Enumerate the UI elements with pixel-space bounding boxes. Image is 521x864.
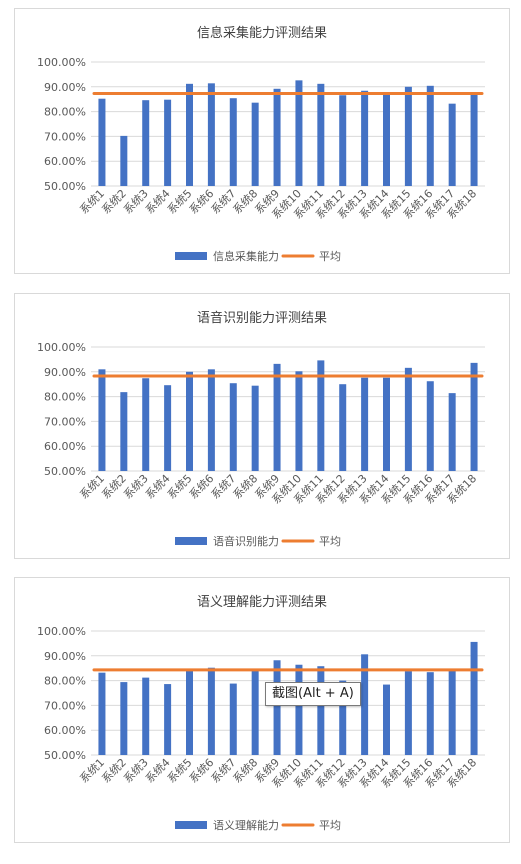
y-tick-label: 70.00% bbox=[44, 415, 86, 428]
bar bbox=[207, 369, 215, 471]
bar bbox=[120, 392, 128, 471]
y-tick-label: 90.00% bbox=[44, 81, 86, 94]
bar bbox=[448, 669, 456, 755]
bar bbox=[448, 393, 456, 471]
bar bbox=[317, 360, 325, 471]
bar bbox=[186, 83, 193, 186]
chart-panel-2: 语音识别能力评测结果 50.00% 60.00% 70.00% 80.00% 90.00%… bbox=[14, 293, 510, 559]
chart-title: 语义理解能力评测结果 bbox=[197, 595, 327, 610]
bar bbox=[120, 682, 128, 755]
bar bbox=[229, 383, 237, 471]
bar bbox=[383, 377, 390, 471]
chart-panel-1: 信息采集能力评测结果 50.00% 60.00% 70.00% 80.00% 90.00%… bbox=[14, 8, 510, 274]
bar bbox=[164, 385, 172, 471]
bar bbox=[186, 669, 193, 755]
bar bbox=[142, 100, 150, 186]
bar bbox=[98, 98, 106, 186]
y-tick-label: 60.00% bbox=[44, 155, 86, 168]
bar bbox=[339, 95, 347, 186]
bar bbox=[295, 80, 303, 186]
y-tick-label: 100.00% bbox=[37, 56, 86, 69]
screenshot-tooltip: 截图(Alt + A) bbox=[265, 682, 361, 706]
y-tick-label: 100.00% bbox=[37, 341, 86, 354]
chart-panel-3: 语义理解能力评测结果 50.00% 60.00% 70.00% 80.00% 90.00%… bbox=[14, 577, 510, 843]
bar bbox=[229, 683, 237, 755]
bar bbox=[404, 367, 412, 471]
bar bbox=[120, 135, 128, 186]
bar bbox=[164, 684, 172, 755]
y-tick-label: 50.00% bbox=[44, 180, 86, 193]
legend-label-average: 平均 bbox=[319, 819, 341, 832]
legend-label-bars: 语义理解能力 bbox=[213, 818, 279, 832]
y-tick-label: 100.00% bbox=[37, 625, 86, 638]
bar bbox=[404, 671, 412, 755]
chart-title: 语音识别能力评测结果 bbox=[197, 310, 327, 326]
bar bbox=[273, 363, 281, 471]
bar bbox=[98, 369, 106, 471]
legend-swatch-bars bbox=[175, 821, 207, 829]
legend-swatch-bars bbox=[175, 252, 207, 260]
chart-3: 语义理解能力评测结果 50.00% 60.00% 70.00% 80.00% 90.00%… bbox=[37, 595, 485, 832]
legend-label-bars: 语音识别能力 bbox=[213, 534, 279, 548]
legend-swatch-bars bbox=[175, 537, 207, 545]
bar bbox=[470, 362, 478, 471]
bar bbox=[142, 677, 150, 755]
bar bbox=[229, 98, 237, 186]
bar bbox=[470, 641, 478, 755]
bar bbox=[164, 99, 172, 186]
bar bbox=[317, 666, 325, 755]
bar bbox=[383, 93, 390, 186]
bar bbox=[383, 684, 390, 755]
bar bbox=[448, 103, 456, 186]
chart-2: 语音识别能力评测结果 50.00% 60.00% 70.00% 80.00% 90.00%… bbox=[37, 310, 485, 548]
y-tick-label: 70.00% bbox=[44, 699, 86, 712]
chart-1: 信息采集能力评测结果 50.00% 60.00% 70.00% 80.00% 90.00%… bbox=[37, 25, 485, 263]
bar bbox=[207, 667, 215, 755]
bar bbox=[339, 680, 347, 755]
bar bbox=[361, 654, 369, 755]
y-tick-label: 90.00% bbox=[44, 650, 86, 663]
bar bbox=[317, 83, 325, 186]
bar bbox=[251, 385, 259, 471]
y-tick-label: 60.00% bbox=[44, 724, 86, 737]
bar bbox=[98, 672, 106, 755]
bar bbox=[251, 102, 259, 186]
y-tick-label: 70.00% bbox=[44, 130, 86, 143]
bar bbox=[404, 86, 412, 186]
bar bbox=[295, 664, 303, 755]
bar bbox=[295, 371, 303, 471]
y-tick-label: 50.00% bbox=[44, 465, 86, 478]
bar bbox=[273, 88, 281, 186]
y-tick-label: 80.00% bbox=[44, 675, 86, 688]
y-tick-label: 60.00% bbox=[44, 440, 86, 453]
chart-title: 信息采集能力评测结果 bbox=[197, 25, 327, 41]
bar bbox=[470, 94, 478, 186]
bar bbox=[142, 378, 150, 471]
bar bbox=[361, 90, 369, 186]
bar bbox=[426, 672, 434, 755]
bar bbox=[251, 670, 259, 755]
bar bbox=[339, 384, 347, 471]
bar bbox=[186, 371, 193, 471]
bar bbox=[207, 83, 215, 186]
y-tick-label: 80.00% bbox=[44, 391, 86, 404]
legend-label-average: 平均 bbox=[319, 250, 341, 263]
y-tick-label: 80.00% bbox=[44, 106, 86, 119]
bar bbox=[273, 660, 281, 755]
y-tick-label: 90.00% bbox=[44, 366, 86, 379]
legend-label-average: 平均 bbox=[319, 535, 341, 548]
bar bbox=[361, 377, 369, 471]
y-tick-label: 50.00% bbox=[44, 749, 86, 762]
bar bbox=[426, 381, 434, 471]
bar bbox=[426, 85, 434, 186]
legend-label-bars: 信息采集能力 bbox=[213, 249, 279, 263]
